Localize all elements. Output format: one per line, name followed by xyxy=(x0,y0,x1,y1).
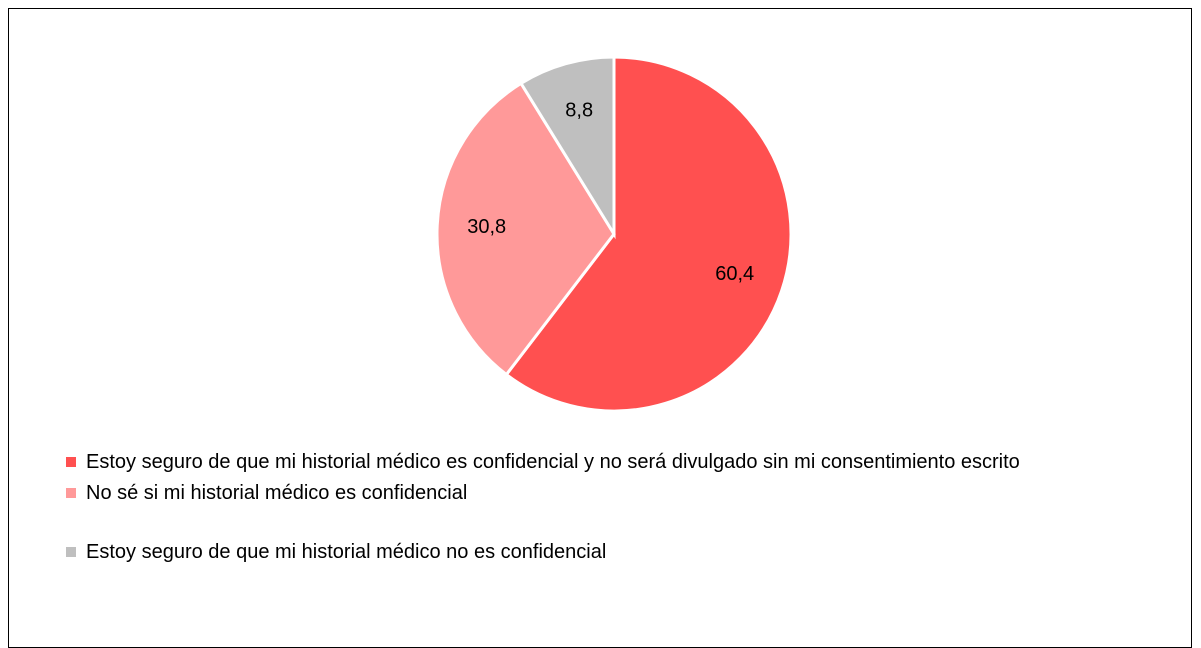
legend-item: Estoy seguro de que mi historial médico … xyxy=(62,448,1187,476)
legend-swatch xyxy=(66,488,76,498)
data-label: 30,8 xyxy=(467,216,506,238)
page: 60,4 30,8 8,8 Estoy seguro de que mi histo… xyxy=(8,8,1192,648)
legend-label: Estoy seguro de que mi historial médico … xyxy=(86,541,607,563)
pie-slice xyxy=(504,55,793,413)
legend-swatch xyxy=(66,547,76,557)
legend-label: No sé si mi historial médico es confiden… xyxy=(86,482,468,504)
legend-label: Estoy seguro de que mi historial médico … xyxy=(86,451,1020,473)
legend-swatch xyxy=(66,457,76,467)
legend: Estoy seguro de que mi historial médico … xyxy=(62,448,1187,566)
pie-slice xyxy=(518,55,616,240)
legend-item: Estoy seguro de que mi historial médico … xyxy=(62,538,1187,566)
chart: 60,4 30,8 8,8 xyxy=(435,55,793,413)
data-label: 60,4 xyxy=(715,263,754,285)
data-label: 8,8 xyxy=(565,100,593,122)
pie-slice xyxy=(435,81,616,377)
legend-item: No sé si mi historial médico es confiden… xyxy=(62,479,1187,507)
